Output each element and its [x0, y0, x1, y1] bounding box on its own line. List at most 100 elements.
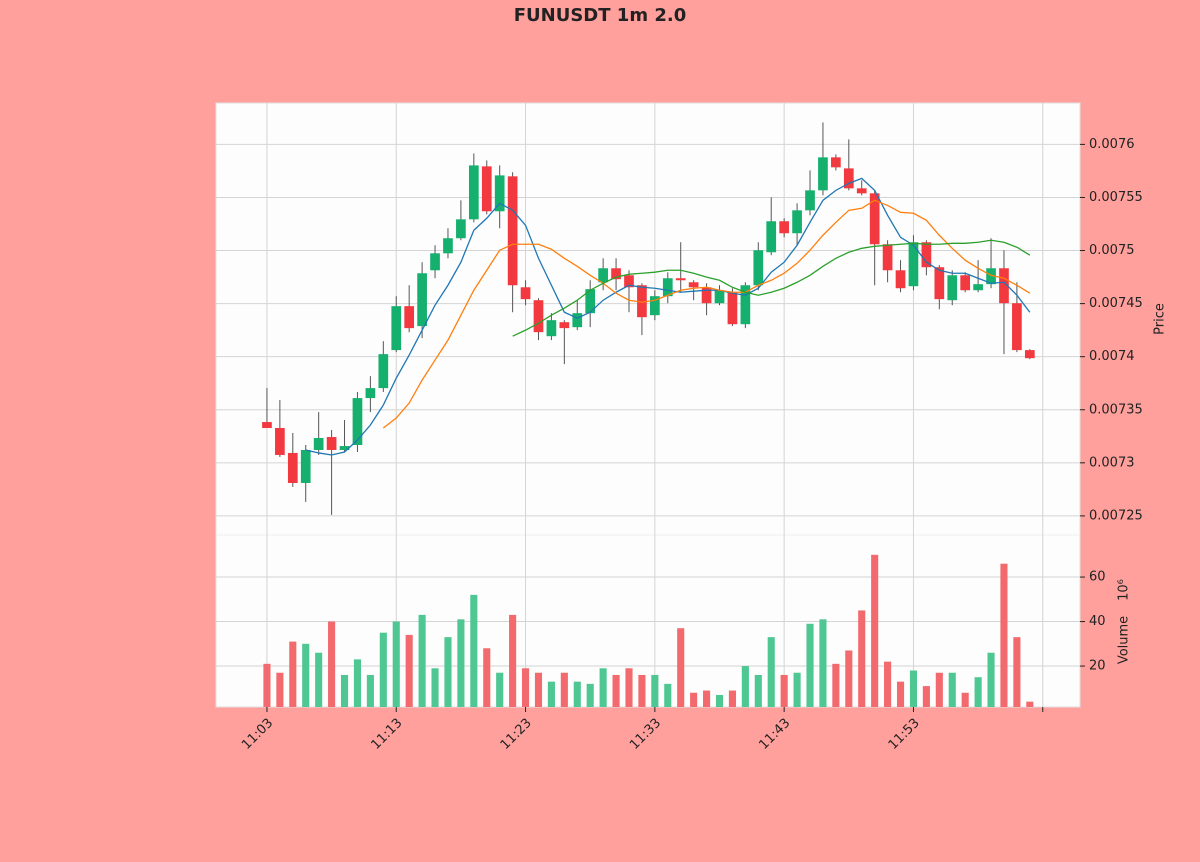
candle-body [300, 449, 311, 483]
volume-bar [625, 668, 633, 707]
volume-bar [470, 594, 478, 707]
volume-bar [832, 663, 840, 707]
candle-body [973, 284, 983, 291]
volume-bar [703, 690, 711, 707]
volume-bar [431, 668, 439, 707]
volume-bar [935, 672, 943, 707]
candle-body [417, 273, 427, 327]
plot-area [215, 102, 1081, 708]
candle-body [869, 193, 880, 245]
volume-bar [948, 672, 956, 707]
candle-body [520, 287, 531, 300]
candle-body [404, 306, 415, 329]
y-tick-label: 0.0075 [1089, 243, 1135, 258]
volume-bar [690, 692, 698, 707]
volume-bar [780, 674, 788, 707]
y-tick-label: 0.0076 [1089, 137, 1135, 152]
candle-body [856, 188, 867, 194]
volume-bar [586, 683, 594, 707]
volume-bar [651, 674, 659, 707]
candle-body [637, 285, 647, 318]
volume-bar [664, 683, 672, 707]
volume-axis-label: Volume [1117, 616, 1132, 664]
ma-line [305, 177, 1031, 456]
volume-bar [728, 690, 736, 707]
volume-offset: 10⁶ [1117, 579, 1132, 601]
volume-bar [858, 610, 866, 707]
volume-tick-label: 40 [1089, 614, 1106, 629]
volume-bar [806, 623, 814, 707]
candle-body [287, 452, 298, 483]
candle-body [352, 398, 363, 445]
y-tick-label: 0.00725 [1089, 508, 1143, 523]
candle-body [1024, 350, 1035, 359]
volume-bar [353, 659, 362, 707]
volume-bar [392, 621, 400, 707]
volume-bar [1013, 637, 1021, 707]
candle-body [986, 268, 996, 285]
volume-bar [974, 677, 982, 707]
candle-body [921, 242, 932, 268]
volume-bar [418, 614, 426, 707]
volume-bar [987, 652, 995, 707]
volume-bar [793, 672, 801, 707]
candle-body [430, 253, 440, 271]
volume-bar [276, 672, 284, 707]
candle-body [934, 267, 945, 300]
volume-bar [509, 614, 517, 707]
volume-bar [754, 674, 762, 707]
volume-bar [289, 641, 297, 707]
candle-body [611, 268, 621, 280]
candle-body [507, 176, 518, 286]
candle-body [753, 250, 764, 286]
volume-bar [1026, 701, 1034, 707]
candle-body [766, 221, 777, 253]
candle-body [391, 306, 402, 351]
volume-tick-label: 60 [1089, 570, 1106, 585]
volume-bar [638, 674, 646, 707]
y-tick-label: 0.0073 [1089, 455, 1135, 470]
candle-body [740, 285, 751, 325]
candle-body [494, 175, 505, 212]
volume-bar [1000, 563, 1008, 707]
volume-bar [263, 663, 271, 707]
candle-body [598, 268, 608, 283]
volume-bar [896, 681, 905, 707]
candle-body [262, 422, 272, 429]
volume-bar [961, 692, 969, 707]
y-tick-label: 0.0074 [1089, 349, 1135, 364]
volume-bar [715, 694, 724, 707]
volume-bar [560, 672, 568, 707]
volume-bar [871, 554, 879, 707]
candle-body [805, 190, 815, 211]
candle-body [895, 270, 906, 289]
volume-bar [405, 634, 413, 707]
candle-body [908, 242, 919, 287]
volume-bar [909, 670, 918, 707]
volume-bar [741, 666, 749, 707]
volume-bar [444, 637, 452, 707]
candle-body [818, 157, 828, 191]
volume-bar [547, 681, 555, 707]
candle-body [714, 290, 725, 304]
candle-body [779, 221, 790, 234]
ma-line [382, 199, 1031, 429]
volume-bar [534, 672, 543, 707]
volume-bar [677, 628, 685, 707]
candle-body [843, 168, 854, 189]
y-tick-label: 0.00755 [1089, 190, 1143, 205]
volume-bar [483, 648, 491, 707]
candle-body [572, 313, 583, 328]
candle-body [650, 296, 660, 316]
chart-title: FUNUSDT 1m 2.0 [514, 5, 686, 26]
candle-body [999, 268, 1009, 304]
volume-bar [819, 619, 827, 707]
candle-body [947, 275, 958, 301]
volume-bar [328, 621, 336, 707]
volume-bar [496, 672, 504, 707]
candle-body [443, 238, 453, 254]
candle-body [559, 322, 570, 329]
volume-bar [599, 668, 607, 707]
candle-body [831, 157, 841, 168]
